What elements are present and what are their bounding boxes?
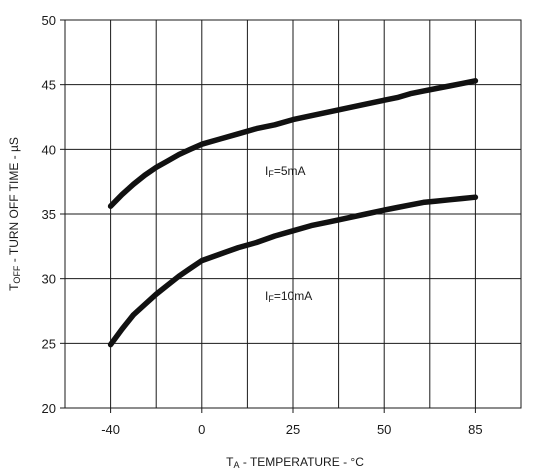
y-axis-label: TOFF - TURN OFF TIME - µS [7,137,22,291]
series-label-if-5ma: IF=5mA [265,164,306,179]
y-tick-label: 45 [42,78,56,93]
x-tick-label: 25 [286,422,300,437]
y-tick-label: 25 [42,336,56,351]
y-axis-ticks: 20 25 30 35 40 45 50 [42,13,65,416]
grid-lines [65,19,521,409]
x-tick-label: -40 [101,422,120,437]
series-line-if-5ma [107,78,479,209]
y-tick-label: 35 [42,207,56,222]
y-tick-label: 30 [42,272,56,287]
series-line-if-10ma [107,194,479,348]
x-tick-label: 50 [377,422,391,437]
y-tick-label: 20 [42,401,56,416]
series-label-if-10ma: IF=10mA [265,289,312,304]
y-tick-label: 50 [42,13,56,28]
series-curves [107,78,479,348]
y-tick-label: 40 [42,142,56,157]
x-axis-ticks: -40 0 25 50 85 [101,408,483,437]
x-tick-label: 85 [468,422,482,437]
x-axis-label: TA - TEMPERATURE - °C [226,455,364,470]
x-tick-label: 0 [198,422,205,437]
